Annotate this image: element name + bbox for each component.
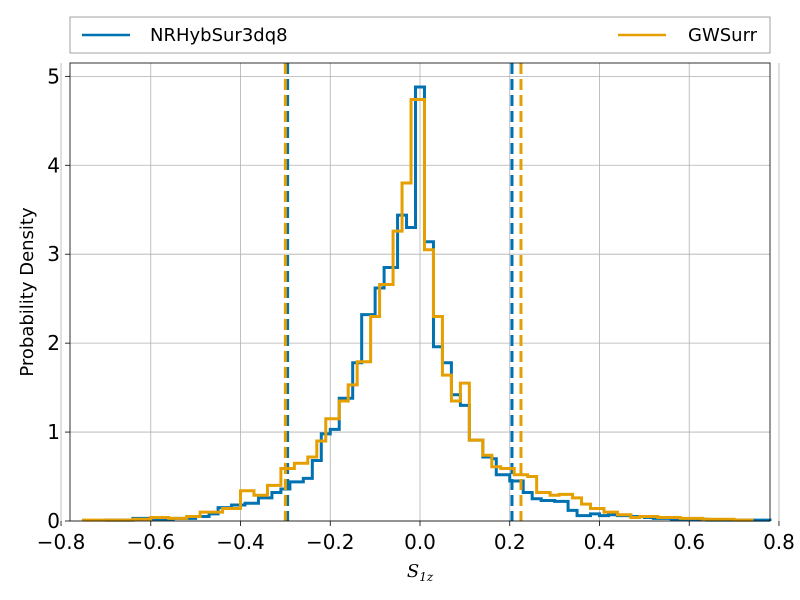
axis-ticks: −0.8 −0.6 −0.4 −0.2 0.0 0.2 0.4 0.6 0.8 0 1 2 3 4 5 [37, 64, 795, 554]
y-tick-label: 0 [47, 509, 60, 533]
x-axis-label-main: S [407, 561, 419, 582]
y-tick-label: 5 [47, 64, 60, 88]
x-tick-label: 0.8 [763, 530, 795, 554]
legend-label-nrhybsur3dq8: NRHybSur3dq8 [150, 25, 288, 46]
y-tick-label: 1 [47, 420, 60, 444]
x-tick-label: 0.2 [494, 530, 526, 554]
x-tick-label: −0.4 [216, 530, 265, 554]
histogram-series-gwsurr [81, 97, 754, 522]
x-tick-label: −0.6 [126, 530, 175, 554]
x-tick-label: 0.4 [584, 530, 616, 554]
plot-area [81, 63, 772, 522]
legend-label-gwsurr: GWSurr [688, 25, 758, 46]
y-tick-label: 3 [47, 242, 60, 266]
legend: NRHybSur3dq8 GWSurr [69, 16, 771, 54]
y-tick-label: 2 [47, 331, 60, 355]
x-tick-label: 0.6 [673, 530, 705, 554]
y-axis-label: Probability Density [17, 207, 38, 377]
x-tick-label: −0.8 [37, 530, 86, 554]
x-tick-label: 0.0 [404, 530, 436, 554]
y-tick-label: 4 [47, 153, 60, 177]
x-tick-label: −0.2 [306, 530, 355, 554]
x-axis-label: S1z [407, 561, 434, 584]
grid-lines [60, 63, 780, 522]
x-axis-label-subscript: 1z [419, 570, 434, 584]
histogram-series-nrhybsur3dq8 [104, 85, 772, 522]
